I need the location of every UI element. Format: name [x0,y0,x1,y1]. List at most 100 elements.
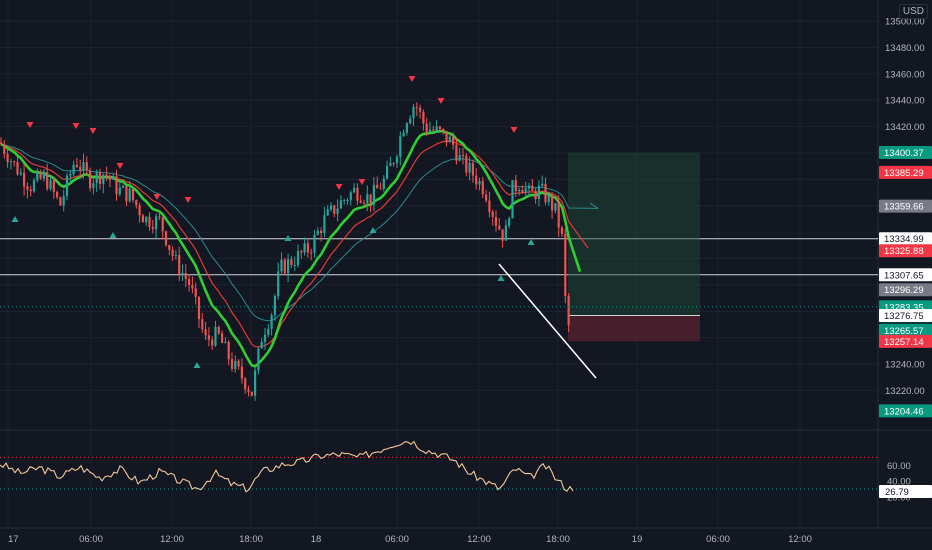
candle-body [323,215,325,233]
candle-body [304,243,306,252]
price-label-text: 13276.75 [884,311,924,322]
candle-body [86,162,88,170]
candle-body [129,189,131,201]
candle-body [257,348,259,370]
candle-body [327,209,329,215]
candle-body [115,176,117,194]
candle-body [112,176,114,180]
candle-body [43,172,45,178]
candle-body [119,188,121,195]
candle-body [20,173,22,175]
candle-body [498,226,500,230]
candle-body [59,197,61,205]
candle-body [363,203,365,204]
candle-body [370,194,372,204]
candle-body [274,296,276,315]
candle-body [188,279,190,285]
candle-body [46,172,48,188]
candle-body [518,190,520,191]
candle-body [558,203,560,228]
candle-body [106,175,108,176]
candle-body [340,200,342,208]
candle-body [531,186,533,191]
candle-body [505,226,507,241]
candle-body [132,189,134,200]
candle-body [79,167,81,171]
candle-body [313,235,315,253]
time-tick-label: 06:00 [79,534,103,545]
candle-body [122,186,124,188]
candle-body [139,205,141,215]
candle-body [280,260,282,272]
candle-body [475,176,477,185]
candle-body [178,255,180,275]
price-label-text: 13400.37 [884,148,924,159]
candle-body [228,342,230,359]
candle-body [330,205,332,209]
candle-body [294,265,296,266]
candle-body [168,245,170,250]
candle-body [284,260,286,274]
candle-body [426,123,428,131]
candle-body [271,315,273,329]
time-tick-label: 19 [632,534,643,545]
candle-body [495,217,497,226]
candle-body [442,129,444,131]
candle-body [56,192,58,197]
candle-body [40,172,42,178]
candle-body [201,319,203,329]
candle-body [455,145,457,161]
candle-body [379,188,381,189]
candle-body [525,188,527,192]
candle-body [478,181,480,184]
candle-body [353,188,355,193]
candle-body [429,130,431,132]
candle-body [439,127,441,129]
candle-body [241,367,243,379]
candle-body [49,180,51,188]
candle-body [92,183,94,188]
candle-body [3,144,5,154]
time-tick-label: 18 [311,534,322,545]
candle-body [488,201,490,212]
candle-body [452,137,454,145]
candle-body [333,205,335,213]
candle-body [231,359,233,369]
candle-body [419,108,421,112]
candle-body [346,200,348,201]
candle-body [462,155,464,156]
candle-body [205,329,207,335]
candle-body [221,333,223,343]
candle-body [403,133,405,137]
currency-badge[interactable]: USD [899,4,928,19]
candle-body [102,175,104,184]
candle-body [152,227,154,229]
candle-body [76,165,78,167]
candle-body [459,155,461,161]
time-tick-label: 06:00 [706,534,730,545]
candle-body [436,127,438,131]
candle-body [198,297,200,319]
candle-body [356,188,358,201]
candle-body [469,163,471,172]
candle-body [554,203,556,210]
candle-body [300,251,302,252]
time-tick-label: 17 [8,534,19,545]
candle-body [63,196,65,205]
candle-body [307,243,309,252]
candle-body [409,118,411,123]
price-tick-label: 13240.00 [885,359,925,370]
candle-body [568,296,570,325]
candle-body [165,231,167,245]
time-tick-label: 12:00 [467,534,491,545]
candle-body [264,335,266,342]
candle-body [350,192,352,200]
price-tick-label: 13460.00 [885,69,925,80]
candle-body [406,123,408,132]
candle-body [465,156,467,173]
candle-body [135,200,137,205]
candle-body [155,216,157,229]
candle-body [125,186,127,201]
candle-body [142,215,144,222]
